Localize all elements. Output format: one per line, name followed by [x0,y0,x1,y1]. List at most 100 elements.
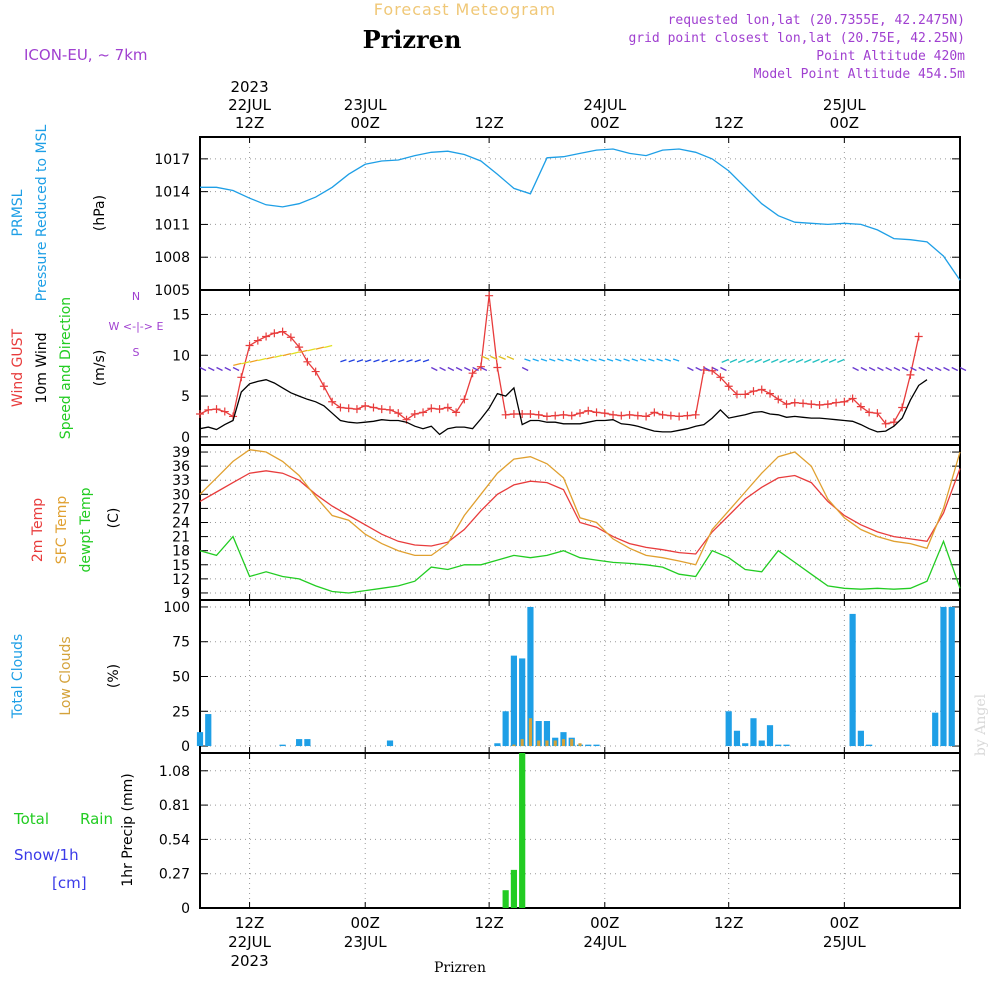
gust-marker [443,403,452,412]
gust-marker [716,373,725,382]
wind-dir-arrow [901,366,909,372]
pressure-line [200,148,961,281]
total-cloud-bar [543,721,551,747]
gust-marker [501,410,510,419]
top-time-hour: 00Z [590,114,619,132]
ytick-label: 0.54 [159,832,190,848]
wind-dir-arrow [274,354,283,358]
wind-dir-arrow [557,358,564,362]
gust-marker [807,400,816,409]
top-time-hour: 12Z [235,114,264,132]
bottom-time-hour: 00Z [351,914,380,932]
gust-marker [526,410,535,418]
gust-marker [328,397,337,406]
wind-dir-arrow [639,358,647,362]
panel-frame [199,136,961,291]
wind-dir-arrow [573,358,581,362]
gust-marker [666,411,675,420]
ytick-label: 1011 [154,217,190,233]
gust-marker [691,410,700,419]
low-cloud-bar [520,739,524,747]
gridpoint-lonlat: grid point closest lon,lat (20.75E, 42.2… [628,31,965,46]
gust-marker [361,401,370,410]
low-cloud-bar [528,718,532,747]
wind-dir-arrow [711,366,719,372]
gust-marker [617,411,626,420]
wind-dir-arrow [828,358,837,363]
gust-marker [452,408,461,417]
total-cloud-bar [593,744,600,747]
wind-dir-arrow [506,355,515,360]
total-cloud-bar [502,711,509,747]
low-cloud-bar [545,740,549,747]
ytick-label: 15 [172,558,190,574]
wind-dir-arrow [771,358,779,363]
wind-dir-arrow [687,366,694,372]
wind-dir-arrow [918,366,925,372]
gust-marker [584,406,593,415]
gust-line [199,295,920,425]
ytick-label: 30 [172,487,190,503]
sfc-temp-line [199,449,961,566]
wind-dir-arrow [737,358,746,363]
gust-marker [675,412,684,421]
ytick-label: 33 [172,473,190,489]
gust-marker [724,382,733,391]
wind-dir-arrow [324,344,333,349]
wind-dir-arrow [282,353,292,357]
ytick-label: 24 [172,516,190,532]
gust-marker [485,291,494,300]
label-pct: (%) [106,664,122,688]
wind-dir-arrow [389,359,397,363]
wind-dir-arrow [695,366,702,372]
wind-dir-arrow [290,351,300,355]
low-cloud-bar [561,739,566,747]
total-cloud-bar [527,606,534,747]
bottom-time-hour: 00Z [590,914,619,932]
wind-dir-arrow [431,366,438,372]
wind-dir-arrow [820,358,829,363]
gust-marker [889,418,898,427]
gust-marker [592,408,601,417]
gust-marker [212,405,221,414]
wind-dir-arrow [398,359,405,363]
wind-dir-arrow [241,361,250,365]
top-time-hour: 00Z [351,114,380,132]
total-cloud-bar [585,744,592,747]
wind-dir-arrow [381,359,388,363]
wind-dir-arrow [779,358,787,363]
top-time-hour: 12Z [474,114,503,132]
gust-marker [427,404,436,413]
wind-dir-arrow [951,366,959,372]
wind-dir-arrow [720,366,727,372]
wind-dir-arrow [224,366,232,372]
wind-dir-arrow [746,358,754,363]
total-cloud-bar [304,739,311,747]
gust-marker [253,336,262,345]
wind-dir-arrow [664,358,672,362]
supertitle: Forecast Meteogram [374,0,556,19]
total-cloud-bar [857,730,864,747]
gust-marker [460,395,469,404]
wind-dir-arrow [207,366,215,372]
gust-marker [650,408,659,417]
label-10m-wind: 10m Wind [34,332,50,403]
gust-marker [344,404,353,413]
wind-dir-arrow [481,355,490,360]
rain-bar [519,753,526,908]
gust-marker [410,410,419,418]
wind-dir-arrow [498,355,506,360]
gust-marker [856,402,865,411]
ytick-label: 36 [172,459,190,475]
ytick-label: 0 [181,901,190,917]
ytick-label: 1005 [154,283,190,299]
gust-marker [204,405,213,414]
bottom-time-hour: 00Z [830,914,859,932]
gust-marker [220,407,229,416]
total-cloud-bar [775,744,782,747]
wind-dir-arrow [447,366,455,372]
label-cm: [cm] [52,874,87,892]
total-cloud-bar [766,725,774,747]
gust-marker [683,411,692,420]
gust-marker [848,394,857,403]
